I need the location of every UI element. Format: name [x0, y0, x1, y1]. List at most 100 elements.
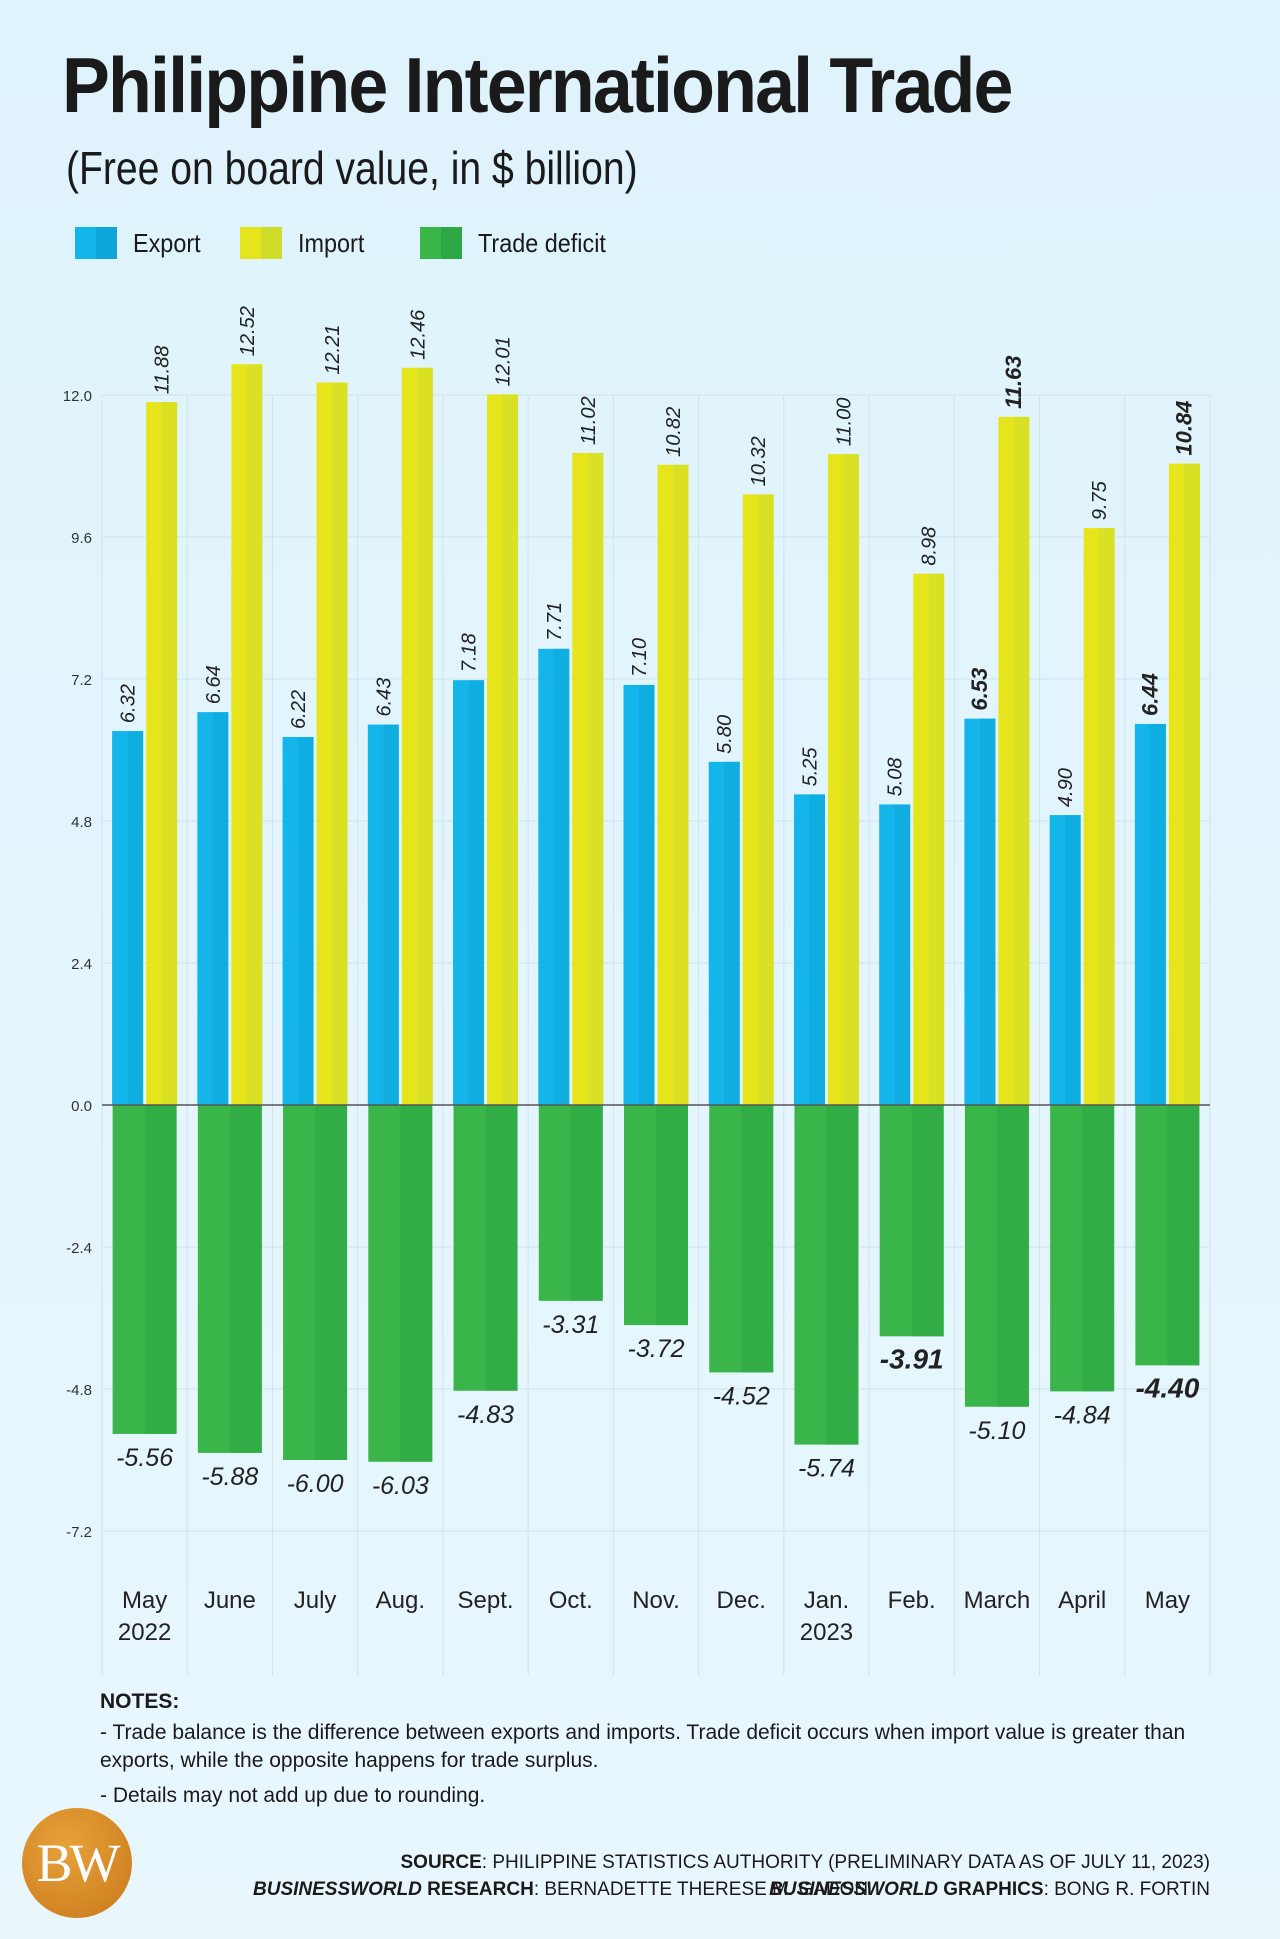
export-bar-shade	[639, 684, 655, 1105]
x-tick-label: 2023	[800, 1619, 853, 1646]
import-bar-shade	[246, 364, 263, 1105]
export-data-label: 5.25	[799, 747, 821, 787]
export-bar-shade	[724, 761, 740, 1105]
import-bar-shade	[758, 494, 774, 1105]
legend-swatch-export	[75, 227, 117, 259]
import-data-label: 11.00	[833, 398, 855, 447]
x-tick-label: 2022	[118, 1619, 171, 1646]
chart-subtitle: (Free on board value, in $ billion)	[66, 142, 638, 194]
trade-deficit-bar-shade	[826, 1105, 859, 1445]
legend-label-import: Import	[298, 227, 365, 258]
import-data-label: 10.32	[748, 436, 770, 486]
import-data-label: 9.75	[1089, 480, 1111, 520]
trade-deficit-bar-shade	[1082, 1105, 1115, 1392]
trade-deficit-data-label: -5.74	[798, 1455, 855, 1483]
import-data-label: 10.82	[663, 407, 685, 457]
bar-chart: 12.0 9.6 7.2 4.8 2.4 0.0 -2.4 -4.8 -7.2 6.32 11.88…	[63, 306, 1211, 1675]
source-credit: SOURCE: PHILIPPINE STATISTICS AUTHORITY …	[401, 1852, 1211, 1874]
export-bar-shade	[468, 680, 485, 1105]
export-bar-shade	[127, 731, 144, 1105]
y-tick-label: 7.2	[71, 672, 92, 689]
legend-item-trade-deficit: Trade deficit	[420, 227, 620, 259]
trade-deficit-data-label: -3.31	[542, 1311, 599, 1339]
research-credit: BUSINESSWORLD RESEARCH: BERNADETTE THERE…	[253, 1879, 868, 1901]
import-bar-shade	[587, 452, 604, 1105]
legend-swatch-import	[240, 227, 282, 259]
research-label: RESEARCH	[421, 1879, 534, 1900]
trade-deficit-data-label: -6.00	[287, 1470, 344, 1498]
legend-item-export: Export	[75, 227, 208, 259]
legend-item-import: Import	[240, 227, 372, 259]
trade-deficit-data-label: -5.88	[201, 1463, 258, 1491]
trade-deficit-data-label: -3.91	[880, 1343, 944, 1374]
legend-label-trade-deficit: Trade deficit	[478, 227, 606, 258]
trade-deficit-bar-shade	[570, 1105, 603, 1301]
import-bar-shade	[161, 402, 178, 1106]
export-data-label: 6.43	[373, 678, 395, 717]
x-tick-label: Aug.	[376, 1587, 425, 1614]
export-bar-shade	[809, 794, 825, 1105]
import-bar-shade	[1184, 463, 1200, 1106]
y-tick-label: 2.4	[71, 956, 92, 973]
x-tick-label: July	[294, 1587, 337, 1614]
export-data-label: 6.32	[118, 684, 140, 723]
y-tick-label: 12.0	[63, 388, 92, 405]
export-data-label: 5.08	[885, 757, 907, 796]
x-tick-label: Jan.	[804, 1587, 849, 1614]
export-data-label: 6.44	[1137, 673, 1162, 716]
import-data-label: 11.88	[152, 346, 174, 395]
x-tick-label: June	[204, 1587, 256, 1614]
trade-deficit-data-label: -4.40	[1135, 1372, 1199, 1403]
trade-deficit-bar-shade	[911, 1105, 944, 1337]
trade-deficit-bar-shade	[1167, 1105, 1200, 1366]
import-bar-shade	[1013, 416, 1030, 1105]
x-tick-label: Sept.	[458, 1587, 514, 1614]
export-data-label: 4.90	[1055, 768, 1077, 807]
x-tick-label: April	[1058, 1587, 1106, 1614]
trade-deficit-bar-shade	[741, 1105, 774, 1373]
export-data-label: 6.22	[288, 690, 310, 729]
legend-swatch-trade-deficit	[420, 227, 462, 259]
logo-text: BW	[36, 1833, 121, 1893]
trade-deficit-data-label: -5.56	[116, 1444, 173, 1472]
trade-deficit-data-label: -3.72	[628, 1335, 685, 1363]
x-tick-label: March	[964, 1587, 1031, 1614]
graphics-label: GRAPHICS	[937, 1879, 1044, 1900]
x-tick-label: May	[1145, 1587, 1190, 1614]
import-data-label: 11.02	[578, 396, 600, 445]
import-bar-shade	[502, 394, 519, 1105]
source-label: SOURCE	[400, 1852, 482, 1873]
export-bar-shade	[298, 736, 314, 1105]
export-bar-shade	[894, 804, 911, 1105]
import-data-label: 12.01	[493, 336, 515, 386]
x-tick-label: Feb.	[888, 1587, 936, 1614]
legend-label-export: Export	[133, 227, 201, 258]
export-bar-shade	[553, 648, 570, 1105]
source-text: : PHILIPPINE STATISTICS AUTHORITY (PRELI…	[481, 1852, 1210, 1873]
y-tick-label: 0.0	[71, 1098, 92, 1115]
trade-deficit-bar-shade	[400, 1105, 433, 1462]
import-bar-shade	[332, 382, 348, 1105]
note-2: - Details may not add up due to rounding…	[100, 1783, 486, 1807]
import-bar-shade	[1099, 528, 1115, 1105]
y-tick-label: -7.2	[66, 1524, 92, 1541]
y-tick-label: 4.8	[71, 814, 92, 831]
notes: NOTES: - Trade balance is the difference…	[100, 1688, 1220, 1817]
import-bar-shade	[928, 573, 945, 1105]
export-bar-shade	[979, 718, 996, 1105]
import-data-label: 11.63	[1001, 355, 1026, 408]
x-tick-label: May	[122, 1587, 167, 1614]
import-data-label: 12.21	[322, 325, 344, 375]
export-bar-shade	[212, 712, 229, 1105]
import-bar-shade	[673, 464, 689, 1106]
businessworld-logo: BW	[22, 1808, 132, 1918]
y-tick-label: 9.6	[71, 530, 92, 547]
research-brand: BUSINESSWORLD	[253, 1879, 422, 1900]
trade-deficit-bar-shade	[656, 1105, 688, 1326]
trade-deficit-bar-shade	[485, 1105, 518, 1391]
export-bar-shade	[1150, 723, 1166, 1105]
x-tick-label: Nov.	[632, 1587, 680, 1614]
trade-deficit-bar-shade	[996, 1105, 1029, 1407]
trade-deficit-bar-shade	[144, 1105, 177, 1434]
trade-deficit-data-label: -6.03	[372, 1472, 429, 1500]
